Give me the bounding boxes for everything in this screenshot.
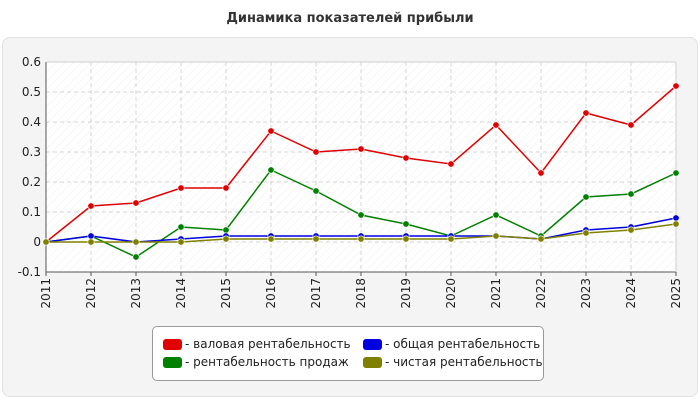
data-point (222, 235, 230, 243)
legend-swatch (363, 356, 382, 368)
data-point (627, 190, 635, 198)
x-tick-label: 2019 (399, 278, 413, 309)
y-tick-label: 0.1 (22, 205, 41, 219)
chart-title: Динамика показателей прибыли (226, 11, 474, 26)
y-tick-label: -0.1 (18, 265, 41, 279)
data-point (267, 166, 275, 174)
y-tick-label: 0.3 (22, 145, 41, 159)
data-point (492, 121, 500, 129)
legend-item: - рентабельность продаж (163, 355, 349, 369)
x-tick-label: 2012 (84, 278, 98, 309)
x-tick-label: 2013 (129, 278, 143, 309)
data-point (312, 148, 320, 156)
data-point (267, 127, 275, 135)
data-point (177, 238, 185, 246)
data-point (357, 211, 365, 219)
data-point (87, 202, 95, 210)
legend: - валовая рентабельность - общая рентабел… (152, 326, 544, 381)
legend-item: - общая рентабельность (363, 337, 540, 351)
x-tick-label: 2014 (174, 278, 188, 309)
data-point (627, 121, 635, 129)
data-point (87, 238, 95, 246)
data-point (312, 235, 320, 243)
legend-item: - чистая рентабельность (363, 355, 543, 369)
x-tick-label: 2017 (309, 278, 323, 309)
data-point (447, 235, 455, 243)
data-point (672, 169, 680, 177)
x-tick-label: 2011 (39, 278, 53, 309)
y-tick-label: 0.4 (22, 115, 41, 129)
data-point (132, 238, 140, 246)
data-point (537, 169, 545, 177)
data-point (402, 220, 410, 228)
data-point (447, 160, 455, 168)
x-tick-label: 2023 (579, 278, 593, 309)
data-point (402, 154, 410, 162)
x-tick-label: 2021 (489, 278, 503, 309)
data-point (492, 232, 500, 240)
x-tick-label: 2018 (354, 278, 368, 309)
legend-label: - общая рентабельность (385, 337, 541, 351)
legend-swatch (363, 338, 382, 350)
data-point (312, 187, 320, 195)
data-point (222, 226, 230, 234)
data-point (492, 211, 500, 219)
x-tick-label: 2015 (219, 278, 233, 309)
x-tick-label: 2022 (534, 278, 548, 309)
data-point (582, 229, 590, 237)
y-tick-label: 0.2 (22, 175, 41, 189)
data-point (672, 214, 680, 222)
legend-swatch (163, 356, 182, 368)
data-point (177, 223, 185, 231)
data-point (267, 235, 275, 243)
data-point (87, 232, 95, 240)
data-point (672, 82, 680, 90)
legend-label: - чистая рентабельность (385, 355, 543, 369)
data-point (357, 235, 365, 243)
data-point (42, 238, 50, 246)
y-tick-label: 0.6 (22, 55, 41, 69)
data-point (357, 145, 365, 153)
y-tick-label: 0 (33, 235, 41, 249)
data-point (537, 235, 545, 243)
y-tick-label: 0.5 (22, 85, 41, 99)
data-point (132, 199, 140, 207)
legend-swatch (163, 338, 182, 350)
data-point (627, 226, 635, 234)
data-point (177, 184, 185, 192)
data-point (132, 253, 140, 261)
x-tick-label: 2020 (444, 278, 458, 309)
x-tick-label: 2016 (264, 278, 278, 309)
legend-label: - валовая рентабельность (185, 337, 351, 351)
legend-label: - рентабельность продаж (185, 355, 349, 369)
x-tick-label: 2024 (624, 278, 638, 309)
data-point (582, 193, 590, 201)
data-point (582, 109, 590, 117)
legend-item: - валовая рентабельность (163, 337, 351, 351)
x-tick-label: 2025 (669, 278, 683, 309)
data-point (222, 184, 230, 192)
data-point (402, 235, 410, 243)
data-point (672, 220, 680, 228)
